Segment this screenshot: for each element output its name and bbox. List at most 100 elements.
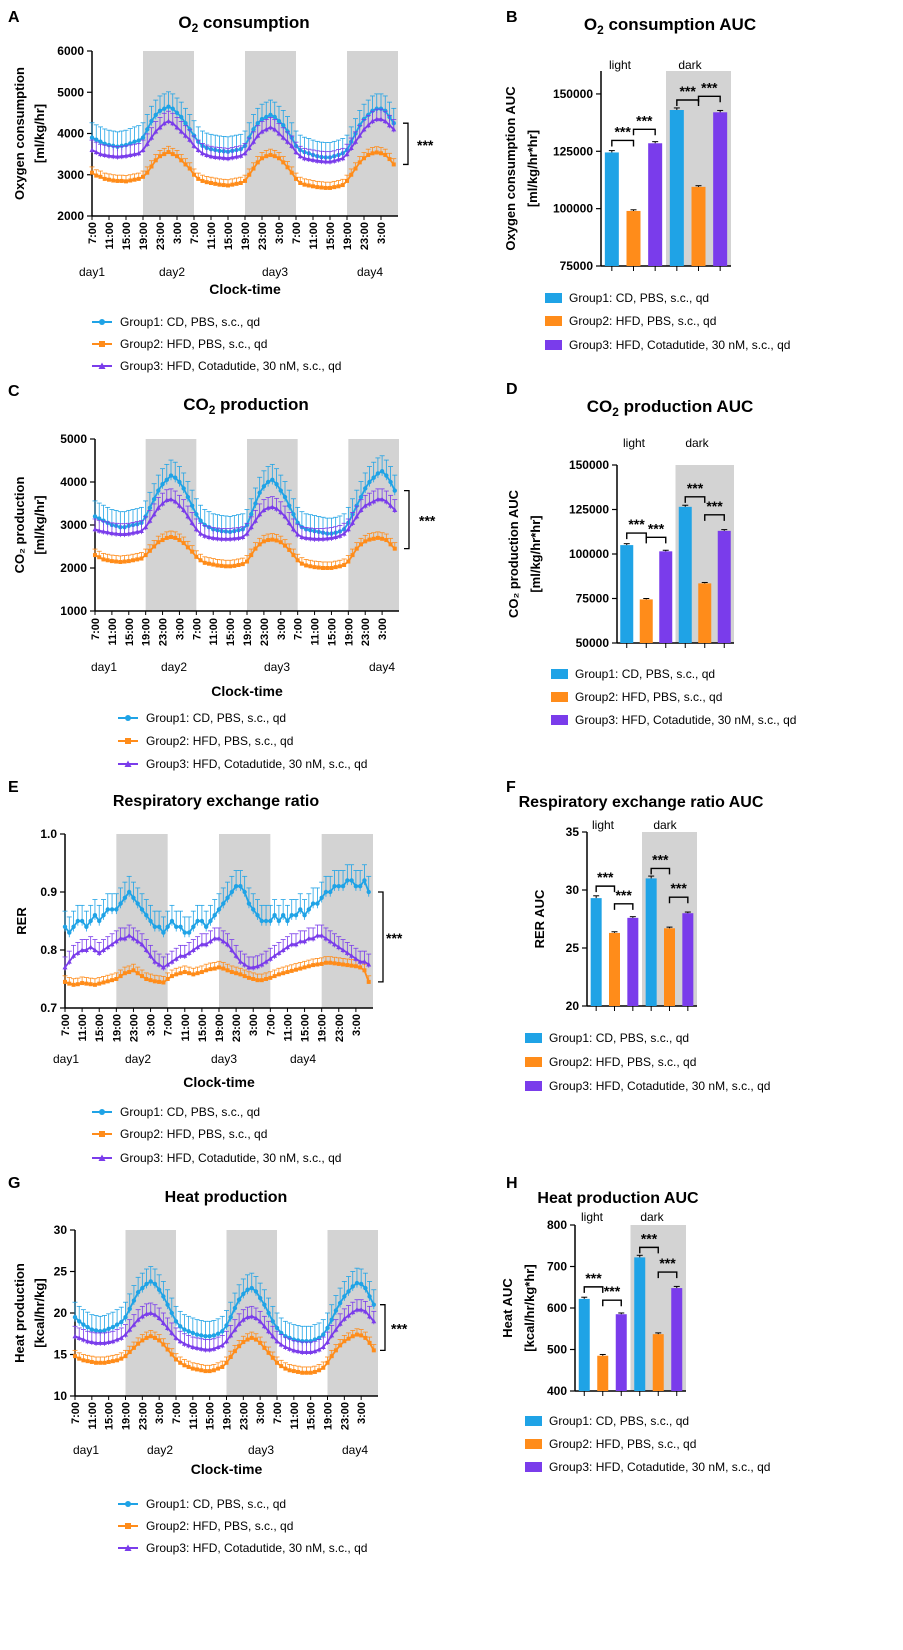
data-point xyxy=(164,477,169,483)
data-point xyxy=(90,170,94,175)
data-point xyxy=(160,538,165,543)
data-point xyxy=(101,518,106,523)
data-point xyxy=(388,542,393,547)
data-point xyxy=(227,536,233,541)
data-point xyxy=(113,938,119,944)
data-point xyxy=(282,513,288,519)
data-point xyxy=(186,1329,191,1334)
y-tick-label: 5000 xyxy=(60,432,87,446)
x-tick-label: 15:00 xyxy=(326,618,338,646)
x-tick-label: 11:00 xyxy=(87,1402,99,1430)
data-point xyxy=(114,907,119,912)
data-point xyxy=(310,157,316,162)
x-tick-label: 7:00 xyxy=(293,618,305,640)
data-point xyxy=(71,982,76,987)
data-point xyxy=(79,947,85,952)
data-point xyxy=(93,1328,99,1333)
data-point xyxy=(152,924,158,929)
data-point xyxy=(259,918,264,924)
series-group1 xyxy=(62,864,372,938)
data-point xyxy=(126,933,132,938)
data-point xyxy=(246,975,251,980)
x-tick-label: 7:00 xyxy=(191,618,203,640)
x-tick-label: 23:00 xyxy=(360,618,372,646)
data-point xyxy=(361,959,367,964)
bar-group3 xyxy=(648,143,663,266)
data-point xyxy=(178,128,184,134)
data-point xyxy=(319,895,324,900)
data-point xyxy=(238,153,244,158)
data-point xyxy=(181,541,186,546)
data-point xyxy=(359,1333,364,1338)
data-point xyxy=(255,160,260,165)
data-point xyxy=(109,907,115,912)
x-tick-label: 19:00 xyxy=(342,222,354,250)
light-label: light xyxy=(609,58,632,72)
y-tick-label: 75000 xyxy=(560,259,594,273)
data-point xyxy=(165,1347,170,1352)
x-tick-label: 23:00 xyxy=(259,618,271,646)
x-tick-label: 19:00 xyxy=(343,618,355,646)
significance-bracket xyxy=(639,1246,659,1254)
legend-label: Group3: HFD, Cotadutide, 30 nM, s.c., qd xyxy=(569,338,790,352)
data-point xyxy=(179,114,184,120)
data-point xyxy=(122,971,127,976)
data-point xyxy=(310,935,316,941)
data-point xyxy=(341,531,347,536)
bar-group2 xyxy=(652,1334,664,1391)
data-point xyxy=(332,961,337,966)
data-point xyxy=(200,178,205,183)
dark-label: dark xyxy=(640,1210,664,1224)
data-point xyxy=(323,935,329,941)
data-point xyxy=(89,147,95,152)
data-point xyxy=(317,1368,322,1373)
panel-g-y-axis-title-line2: [kcal/hr/kg] xyxy=(32,1278,47,1347)
data-point xyxy=(106,153,112,158)
data-point xyxy=(94,1360,99,1365)
data-point xyxy=(319,961,324,966)
data-point xyxy=(328,535,334,540)
data-point xyxy=(391,162,396,167)
data-point xyxy=(196,176,201,181)
data-point xyxy=(143,553,148,558)
day-label: day4 xyxy=(290,1052,316,1066)
data-point xyxy=(387,122,392,128)
data-point xyxy=(262,1345,267,1350)
data-point xyxy=(158,154,162,159)
data-point xyxy=(251,977,256,981)
data-point xyxy=(208,918,213,924)
data-point xyxy=(157,1338,162,1343)
data-point xyxy=(144,141,150,146)
data-point xyxy=(346,559,351,564)
data-point xyxy=(229,947,235,952)
data-point xyxy=(366,152,371,157)
data-point xyxy=(185,513,191,519)
data-point xyxy=(379,151,383,156)
y-tick-label: 6000 xyxy=(57,44,84,58)
data-point xyxy=(126,559,131,564)
data-point xyxy=(270,1319,275,1324)
data-point xyxy=(350,1284,355,1289)
data-point xyxy=(384,538,389,543)
data-point xyxy=(242,889,247,895)
significance-label: *** xyxy=(597,869,614,885)
data-point xyxy=(246,145,252,150)
data-point xyxy=(238,884,243,889)
data-point xyxy=(174,124,180,130)
data-point xyxy=(371,1348,376,1353)
y-tick-label: 600 xyxy=(547,1301,567,1315)
data-point xyxy=(198,558,203,563)
data-point xyxy=(371,536,376,541)
data-point xyxy=(85,1338,91,1344)
data-point xyxy=(232,1327,238,1332)
data-point xyxy=(213,181,218,186)
data-point xyxy=(316,565,321,570)
data-point xyxy=(169,1352,174,1357)
data-point xyxy=(105,907,110,912)
x-tick-label: 7:00 xyxy=(70,1402,82,1424)
data-point xyxy=(98,1329,103,1334)
data-point xyxy=(156,924,162,929)
y-tick-label: 50000 xyxy=(576,636,610,650)
data-point xyxy=(220,1329,225,1334)
